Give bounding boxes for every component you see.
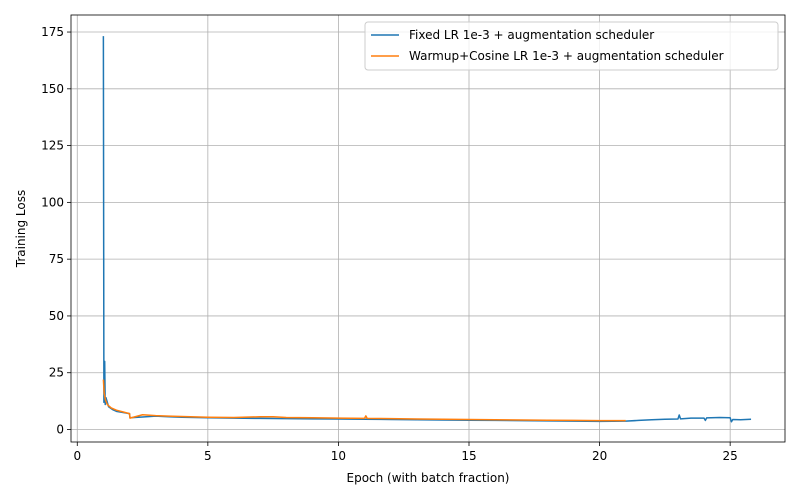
x-tick-label: 20 — [592, 449, 607, 463]
y-tick-label: 50 — [49, 309, 64, 323]
series-line-1 — [102, 379, 626, 422]
legend: Fixed LR 1e-3 + augmentation scheduler W… — [364, 21, 779, 71]
y-tick-label: 25 — [49, 366, 64, 380]
x-axis-label: Epoch (with batch fraction) — [347, 471, 510, 485]
y-tick-label: 100 — [41, 195, 64, 209]
y-tick-label: 75 — [49, 252, 64, 266]
legend-box — [364, 21, 779, 71]
series-lines — [102, 36, 752, 423]
axis-ticks: 0 5 10 15 20 25 0 25 50 75 100 125 150 175 — [41, 25, 738, 463]
x-tick-label: 5 — [204, 449, 212, 463]
legend-label-fixed-lr: Fixed LR 1e-3 + augmentation scheduler — [409, 28, 654, 42]
y-tick-label: 0 — [56, 423, 64, 437]
y-axis-label: Training Loss — [14, 190, 28, 268]
x-tick-label: 10 — [331, 449, 346, 463]
plot-frame — [70, 14, 786, 443]
y-tick-label: 150 — [41, 82, 64, 96]
x-tick-label: 0 — [73, 449, 81, 463]
x-tick-label: 25 — [723, 449, 738, 463]
y-tick-label: 175 — [41, 25, 64, 39]
y-tick-label: 125 — [41, 139, 64, 153]
legend-label-warmup-cosine: Warmup+Cosine LR 1e-3 + augmentation sch… — [409, 49, 724, 63]
x-tick-label: 15 — [461, 449, 476, 463]
